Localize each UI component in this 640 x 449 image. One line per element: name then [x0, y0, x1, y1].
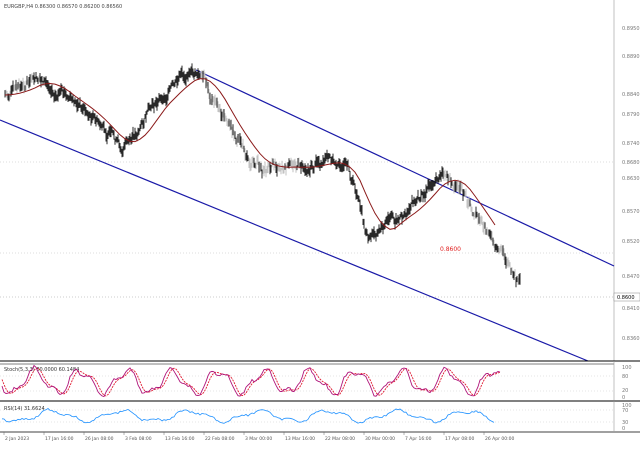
time-label: 3 Feb 08:00 — [125, 436, 152, 442]
price-label: 0.8630 — [622, 176, 640, 182]
price-label: 0.8470 — [622, 274, 640, 280]
stoch-title: Stoch(5,3,3) 80.0000 60.1484 — [4, 367, 79, 373]
rsi-level: 100 — [622, 403, 632, 409]
time-label: 26 Jan 08:00 — [85, 436, 114, 442]
window-title: EURGBP,H4 0.86300 0.86570 0.86200 0.8656… — [4, 4, 122, 10]
stoch-level: 20 — [622, 388, 628, 394]
time-label: 30 Mar 00:00 — [365, 436, 395, 442]
stoch-level: 100 — [622, 365, 632, 371]
rsi-title: RSI(14) 31.6624 — [4, 406, 45, 412]
time-label: 13 Mar 16:00 — [285, 436, 315, 442]
time-label: 7 Apr 16:00 — [405, 436, 432, 442]
price-series — [4, 63, 521, 288]
time-label: 2 Jan 2023 — [5, 436, 29, 442]
price-label: 0.8790 — [622, 112, 640, 118]
stochastic-panel[interactable]: Stoch(5,3,3) 80.0000 60.1484 100 80 20 0 — [0, 360, 640, 401]
price-label: 0.8520 — [622, 239, 640, 245]
stoch-main-line — [1, 364, 501, 398]
price-label: 0.8410 — [622, 306, 640, 312]
stoch-level: 0 — [622, 395, 625, 401]
price-label: 0.8890 — [622, 54, 640, 60]
time-label: 3 Mar 00:00 — [245, 436, 272, 442]
time-axis: 2 Jan 2023 17 Jan 16:00 26 Jan 08:00 3 Feb … — [0, 431, 640, 442]
price-label: 0.8680 — [622, 160, 640, 166]
time-label: 22 Feb 08:00 — [205, 436, 235, 442]
price-label: 0.8570 — [622, 209, 640, 215]
rsi-panel[interactable]: RSI(14) 31.6624 100 70 30 0 — [0, 400, 640, 432]
channel-upper-line[interactable] — [195, 69, 615, 267]
channel-lower-line[interactable] — [0, 119, 589, 362]
current-price-tag — [613, 292, 640, 302]
rsi-level: 70 — [622, 408, 628, 414]
time-label: 26 Apr 00:00 — [485, 436, 514, 442]
price-label: 0.8360 — [622, 336, 640, 342]
current-price-label: 0.8600 — [617, 295, 635, 301]
level-marker-label: 0.8600 — [440, 246, 461, 253]
time-label: 17 Apr 08:00 — [445, 436, 474, 442]
main-price-panel[interactable]: EURGBP,H4 0.86300 0.86570 0.86200 0.8656… — [0, 0, 640, 362]
time-label: 13 Feb 16:00 — [165, 436, 195, 442]
time-label: 17 Jan 16:00 — [45, 436, 74, 442]
stoch-level: 80 — [622, 374, 628, 380]
moving-average-line — [4, 78, 496, 230]
stoch-signal-line — [1, 367, 501, 397]
price-label: 0.8740 — [622, 141, 640, 147]
rsi-level: 0 — [622, 426, 625, 432]
time-label: 22 Mar 08:00 — [325, 436, 355, 442]
price-label: 0.8840 — [622, 92, 640, 98]
rsi-line — [1, 407, 495, 424]
rsi-level: 30 — [622, 420, 628, 426]
price-label: 0.8950 — [622, 26, 640, 32]
